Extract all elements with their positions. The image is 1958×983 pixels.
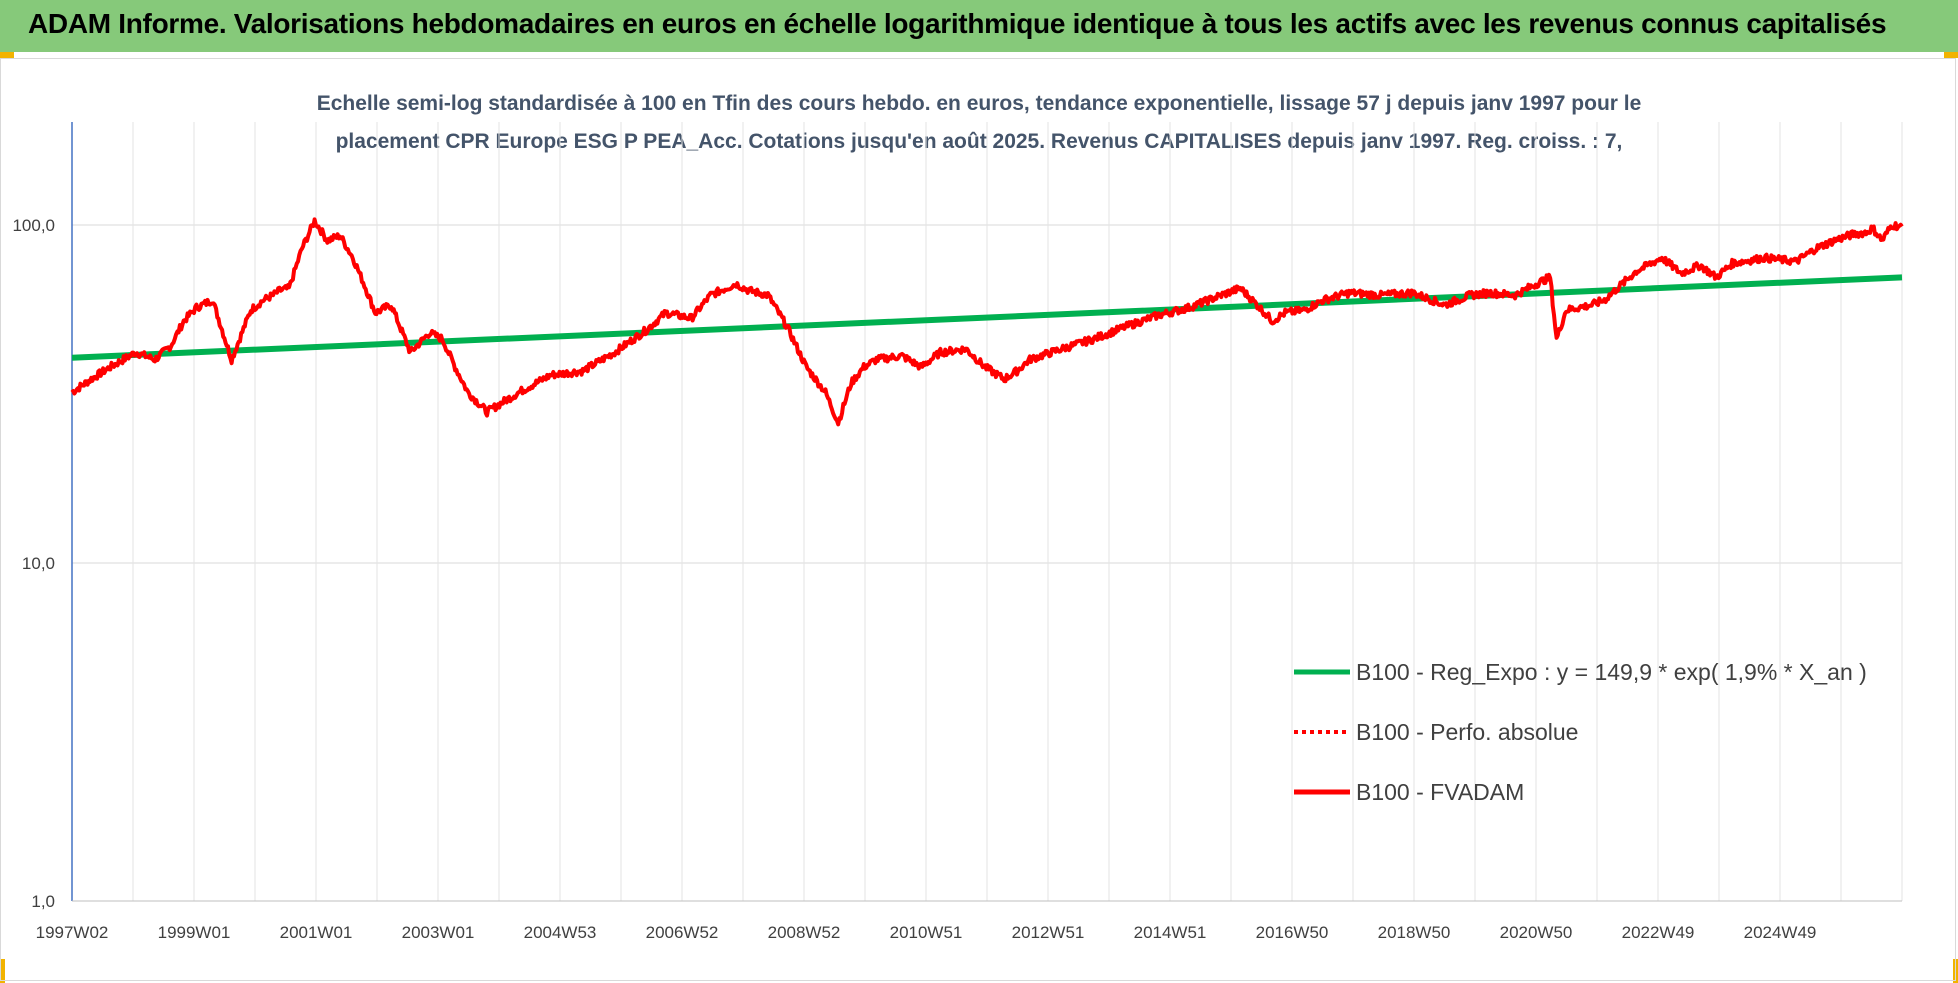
x-tick-label: 2006W52 bbox=[646, 923, 719, 942]
page-title: ADAM Informe. Valorisations hebdomadaire… bbox=[28, 8, 1887, 39]
x-tick-label: 1999W01 bbox=[158, 923, 231, 942]
legend-item-fvadam: B100 - FVADAM bbox=[1356, 779, 1524, 805]
x-tick-label: 2008W52 bbox=[768, 923, 841, 942]
corner-marker bbox=[0, 52, 14, 58]
corner-marker bbox=[0, 959, 5, 983]
legend-item-absolute-performance: B100 - Perfo. absolue bbox=[1356, 719, 1578, 745]
corner-marker bbox=[1944, 52, 1958, 58]
chart-frame bbox=[0, 58, 1956, 981]
regression-line bbox=[71, 274, 1903, 361]
x-tick-label: 2020W50 bbox=[1500, 923, 1573, 942]
legend-item-regression: B100 - Reg_Expo : y = 149,9 * exp( 1,9% … bbox=[1356, 659, 1867, 685]
x-tick-label: 2003W01 bbox=[402, 923, 475, 942]
y-tick-label: 100,0 bbox=[12, 216, 55, 235]
x-tick-label: 2001W01 bbox=[280, 923, 353, 942]
x-tick-label: 2024W49 bbox=[1744, 923, 1817, 942]
header-banner: ADAM Informe. Valorisations hebdomadaire… bbox=[0, 0, 1958, 52]
x-tick-label: 1997W02 bbox=[36, 923, 109, 942]
x-tick-label: 2016W50 bbox=[1256, 923, 1329, 942]
chart-title-line-2: placement CPR Europe ESG P PEA_Acc. Cota… bbox=[336, 130, 1623, 153]
chart-title-line-1: Echelle semi-log standardisée à 100 en T… bbox=[317, 92, 1642, 115]
fvadam-line bbox=[70, 217, 1904, 427]
y-tick-label: 10,0 bbox=[22, 554, 55, 573]
x-tick-label: 2022W49 bbox=[1622, 923, 1695, 942]
x-tick-label: 2014W51 bbox=[1134, 923, 1207, 942]
x-tick-label: 2018W50 bbox=[1378, 923, 1451, 942]
x-tick-label: 2004W53 bbox=[524, 923, 597, 942]
x-tick-label: 2012W51 bbox=[1012, 923, 1085, 942]
x-tick-label: 2010W51 bbox=[890, 923, 963, 942]
y-tick-label: 1,0 bbox=[31, 892, 55, 911]
